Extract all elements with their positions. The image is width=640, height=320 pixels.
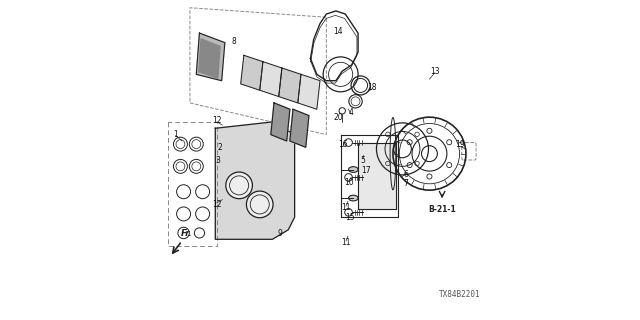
Text: 14: 14 — [333, 27, 342, 36]
Polygon shape — [290, 109, 309, 147]
Text: TX84B2201: TX84B2201 — [439, 290, 481, 299]
Circle shape — [226, 172, 252, 199]
Text: 19: 19 — [455, 140, 465, 149]
Ellipse shape — [349, 195, 358, 201]
Text: 12: 12 — [212, 200, 221, 209]
Text: B-21-1: B-21-1 — [428, 205, 456, 214]
Text: 7: 7 — [403, 179, 408, 188]
Text: 17: 17 — [361, 166, 371, 175]
Text: 4: 4 — [348, 108, 353, 117]
Text: 13: 13 — [430, 67, 440, 76]
Ellipse shape — [349, 167, 358, 172]
Polygon shape — [279, 68, 301, 103]
Text: 11: 11 — [341, 203, 351, 212]
Text: 16: 16 — [339, 140, 348, 149]
Polygon shape — [271, 103, 290, 141]
Text: 3: 3 — [216, 156, 220, 164]
Polygon shape — [298, 74, 320, 109]
Text: 6: 6 — [403, 170, 408, 179]
Text: 1: 1 — [173, 130, 178, 139]
Polygon shape — [215, 122, 294, 239]
Text: 10: 10 — [344, 178, 353, 187]
Text: 9: 9 — [278, 229, 283, 238]
Text: 20: 20 — [333, 113, 343, 122]
Polygon shape — [241, 55, 263, 90]
Polygon shape — [196, 33, 225, 81]
Text: Fr.: Fr. — [180, 229, 192, 238]
Text: 5: 5 — [360, 156, 365, 164]
Text: 18: 18 — [367, 83, 377, 92]
Polygon shape — [358, 142, 396, 209]
Polygon shape — [260, 62, 282, 97]
Text: 12: 12 — [212, 116, 221, 125]
Text: 8: 8 — [232, 36, 237, 45]
Text: 11: 11 — [341, 238, 351, 247]
Text: 15: 15 — [345, 213, 355, 222]
Circle shape — [246, 191, 273, 218]
Text: 2: 2 — [218, 143, 223, 152]
Polygon shape — [199, 39, 220, 78]
